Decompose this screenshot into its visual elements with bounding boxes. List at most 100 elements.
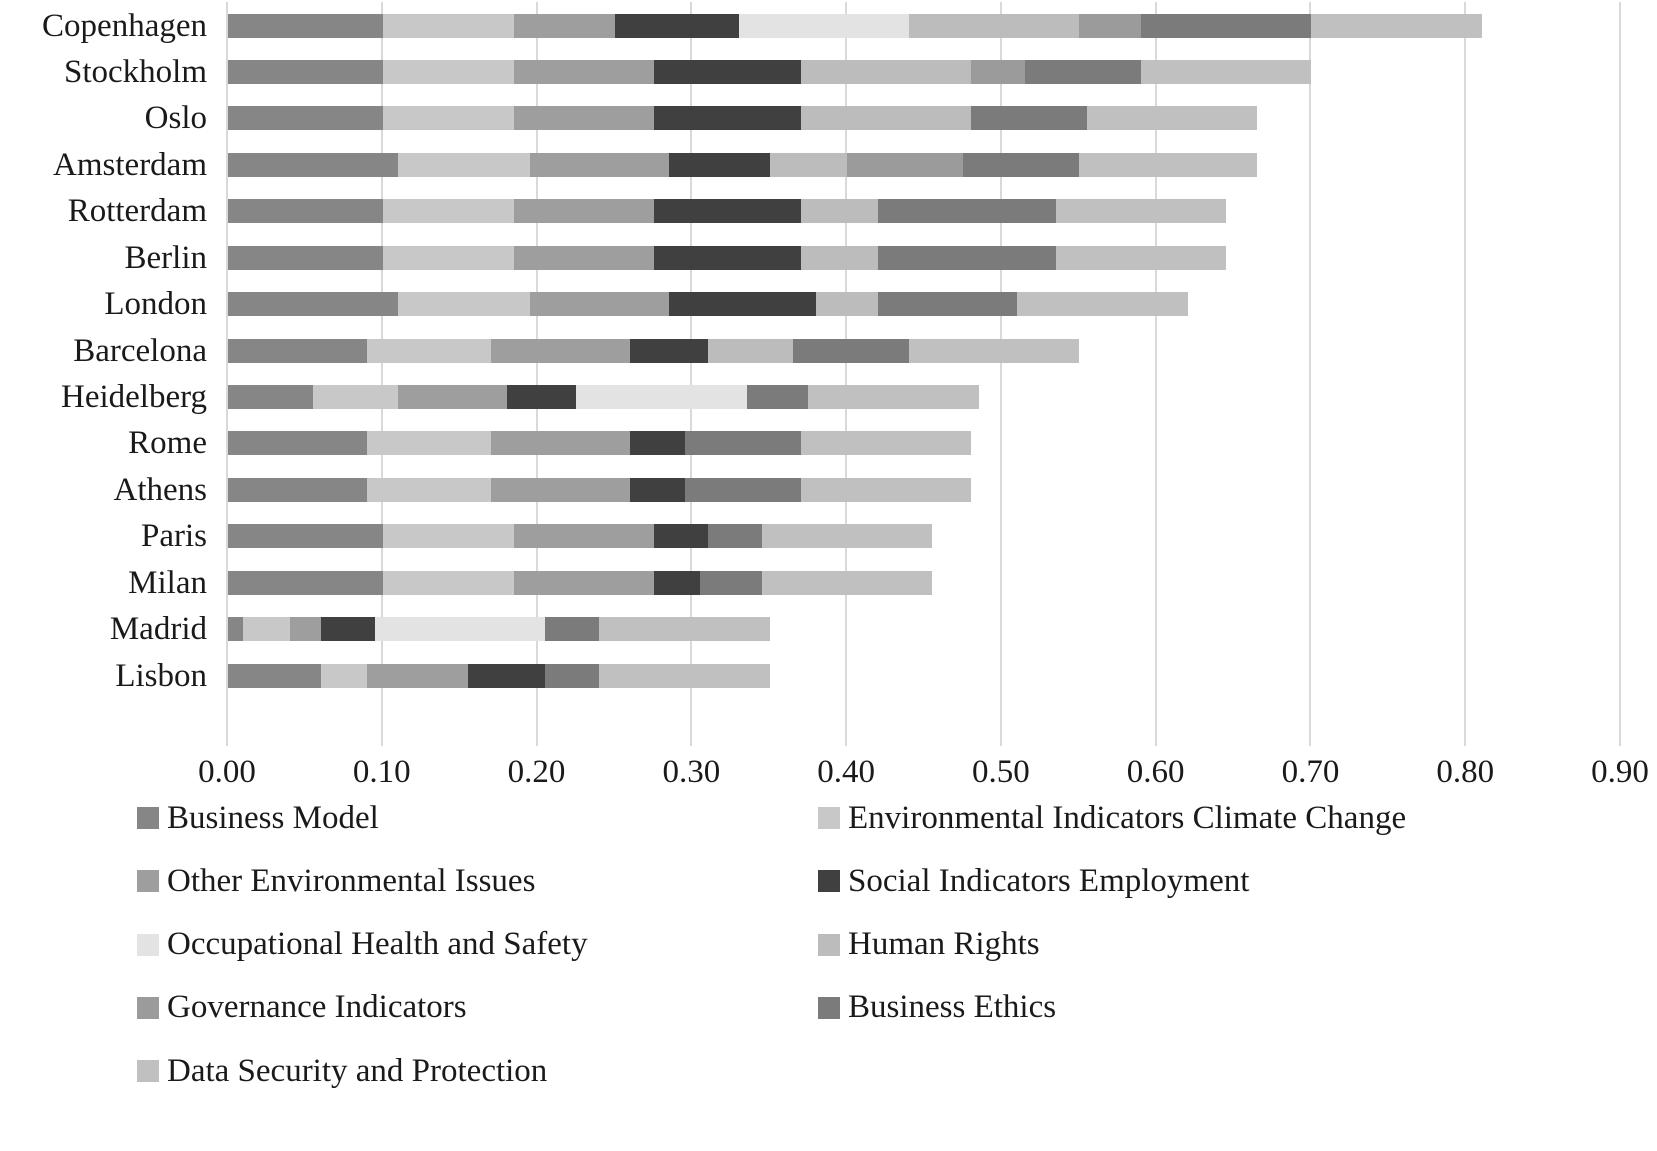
bar-segment bbox=[599, 663, 770, 688]
bar-segment bbox=[506, 384, 577, 409]
bar-segment bbox=[228, 431, 368, 456]
bar-segment bbox=[382, 199, 515, 224]
bar-segment bbox=[228, 106, 383, 131]
x-axis-tick-label: 0.40 bbox=[817, 754, 875, 790]
gridline bbox=[845, 2, 848, 746]
bar-segment bbox=[669, 152, 770, 177]
bar-segment bbox=[1079, 13, 1142, 38]
bar-segment bbox=[1141, 13, 1312, 38]
x-axis-tick-label: 0.50 bbox=[972, 754, 1030, 790]
bar-segment bbox=[800, 245, 879, 270]
bar-segment bbox=[707, 338, 793, 363]
bar-segment bbox=[669, 292, 817, 317]
legend-swatch bbox=[137, 996, 159, 1019]
bar-segment bbox=[653, 106, 801, 131]
x-axis-tick-label: 0.80 bbox=[1436, 754, 1495, 790]
gridline bbox=[1309, 2, 1312, 746]
bar-segment bbox=[228, 292, 399, 317]
y-axis-label: Paris bbox=[141, 518, 207, 555]
bar-segment bbox=[1141, 59, 1312, 84]
legend-swatch bbox=[818, 870, 840, 893]
bar-segment bbox=[970, 59, 1026, 84]
x-axis-tick-label: 0.90 bbox=[1591, 754, 1649, 790]
bar-segment bbox=[228, 245, 383, 270]
bar-segment bbox=[614, 13, 739, 38]
bar-segment bbox=[653, 59, 801, 84]
legend-label: Data Security and Protection bbox=[167, 1052, 548, 1089]
legend-swatch bbox=[818, 996, 840, 1019]
y-axis-label: Madrid bbox=[109, 611, 207, 648]
legend-item: Social Indicators Employment bbox=[818, 861, 1249, 901]
bar-segment bbox=[514, 570, 654, 595]
bar-segment bbox=[878, 245, 1057, 270]
y-axis-label: Lisbon bbox=[115, 657, 207, 694]
bar-segment bbox=[514, 245, 654, 270]
y-axis-label: Berlin bbox=[124, 239, 207, 276]
bar-segment bbox=[228, 152, 399, 177]
bar-segment bbox=[514, 524, 654, 549]
bar-segment bbox=[800, 199, 879, 224]
x-axis-tick-label: 0.70 bbox=[1281, 754, 1340, 790]
legend-label: Occupational Health and Safety bbox=[167, 926, 588, 963]
bar-segment bbox=[769, 152, 848, 177]
bar-segment bbox=[761, 570, 933, 595]
y-axis-label: Athens bbox=[113, 471, 208, 508]
bar-segment bbox=[228, 59, 383, 84]
bar-segment bbox=[909, 338, 1080, 363]
bar-segment bbox=[228, 13, 383, 38]
bar-segment bbox=[684, 431, 801, 456]
y-axis-label: Heidelberg bbox=[60, 378, 207, 415]
gridline bbox=[535, 2, 538, 746]
gridline bbox=[1154, 2, 1157, 746]
bar-segment bbox=[398, 292, 530, 317]
legend-label: Governance Indicators bbox=[167, 989, 467, 1026]
bar-segment bbox=[491, 338, 631, 363]
legend-swatch bbox=[137, 1060, 159, 1083]
bar-segment bbox=[599, 617, 770, 642]
bar-segment bbox=[398, 152, 530, 177]
bar-segment bbox=[514, 106, 654, 131]
bar-segment bbox=[529, 152, 670, 177]
bar-segment bbox=[514, 199, 654, 224]
gridline bbox=[999, 2, 1002, 746]
bar-segment bbox=[878, 199, 1057, 224]
x-axis-tick-label: 0.30 bbox=[662, 754, 721, 790]
bar-segment bbox=[382, 13, 515, 38]
bar-segment bbox=[576, 384, 747, 409]
y-axis-label: Amsterdam bbox=[53, 146, 207, 183]
bar-segment bbox=[684, 477, 801, 502]
legend-item: Data Security and Protection bbox=[137, 1051, 547, 1091]
bar-segment bbox=[847, 152, 964, 177]
bar-segment bbox=[653, 245, 801, 270]
bar-segment bbox=[630, 431, 685, 456]
legend-swatch bbox=[137, 933, 159, 956]
bar-segment bbox=[545, 663, 600, 688]
bar-segment bbox=[963, 152, 1080, 177]
bar-segment bbox=[382, 570, 515, 595]
bar-segment bbox=[700, 570, 762, 595]
y-axis-label: London bbox=[104, 286, 207, 323]
bar-segment bbox=[545, 617, 600, 642]
bar-segment bbox=[228, 384, 314, 409]
bar-segment bbox=[653, 570, 701, 595]
y-axis-label: Stockholm bbox=[63, 53, 207, 90]
x-axis-tick-label: 0.10 bbox=[352, 754, 411, 790]
bar-segment bbox=[1311, 13, 1482, 38]
bar-segment bbox=[800, 477, 971, 502]
bar-segment bbox=[382, 106, 515, 131]
bar-segment bbox=[382, 245, 515, 270]
bar-segment bbox=[529, 292, 670, 317]
bar-segment bbox=[375, 617, 546, 642]
bar-segment bbox=[792, 338, 910, 363]
bar-segment bbox=[491, 477, 631, 502]
legend-item: Environmental Indicators Climate Change bbox=[818, 798, 1406, 838]
bar-segment bbox=[630, 477, 685, 502]
bar-segment bbox=[228, 199, 383, 224]
bar-segment bbox=[653, 524, 708, 549]
legend-label: Business Ethics bbox=[848, 989, 1057, 1026]
bar-segment bbox=[228, 477, 368, 502]
y-axis-label: Rome bbox=[128, 425, 207, 462]
legend-label: Environmental Indicators Climate Change bbox=[848, 799, 1407, 836]
bar-segment bbox=[467, 663, 546, 688]
